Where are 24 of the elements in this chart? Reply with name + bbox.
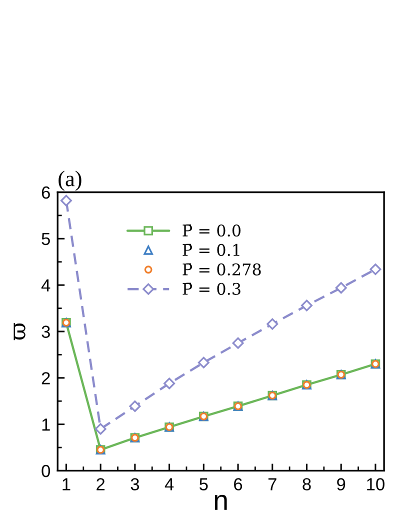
y-tick-label: 1 — [42, 418, 50, 431]
legend-label: P̄ = 0.1 — [182, 244, 240, 256]
legend-label: P̄ = 0.3 — [182, 282, 240, 295]
x-tick-label: 7 — [268, 478, 276, 490]
x-tick-label: 1 — [62, 478, 70, 490]
y-tick-label: 4 — [41, 279, 50, 292]
chart-title: (a) — [58, 170, 82, 191]
x-tick-label: 8 — [302, 478, 311, 490]
legend-label: P̄ = 0.0 — [182, 224, 241, 237]
x-tick-label: 4 — [164, 478, 174, 490]
x-tick-label: 10 — [367, 478, 384, 490]
x-tick-label: 3 — [130, 478, 140, 490]
y-tick-label: 3 — [42, 326, 50, 338]
y-axis-title: ϖ — [14, 323, 26, 340]
legend-label: P̄ = 0.278 — [182, 263, 261, 276]
y-tick-label: 2 — [42, 372, 50, 384]
x-tick-label: 6 — [234, 478, 242, 490]
x-tick-label: 2 — [96, 478, 105, 490]
x-tick-label: 5 — [200, 478, 208, 490]
x-axis-title: n — [214, 494, 227, 510]
x-tick-label: 9 — [337, 478, 346, 490]
y-tick-label: 6 — [42, 186, 50, 199]
y-tick-label: 5 — [42, 233, 50, 246]
y-tick-label: 0 — [42, 464, 50, 478]
